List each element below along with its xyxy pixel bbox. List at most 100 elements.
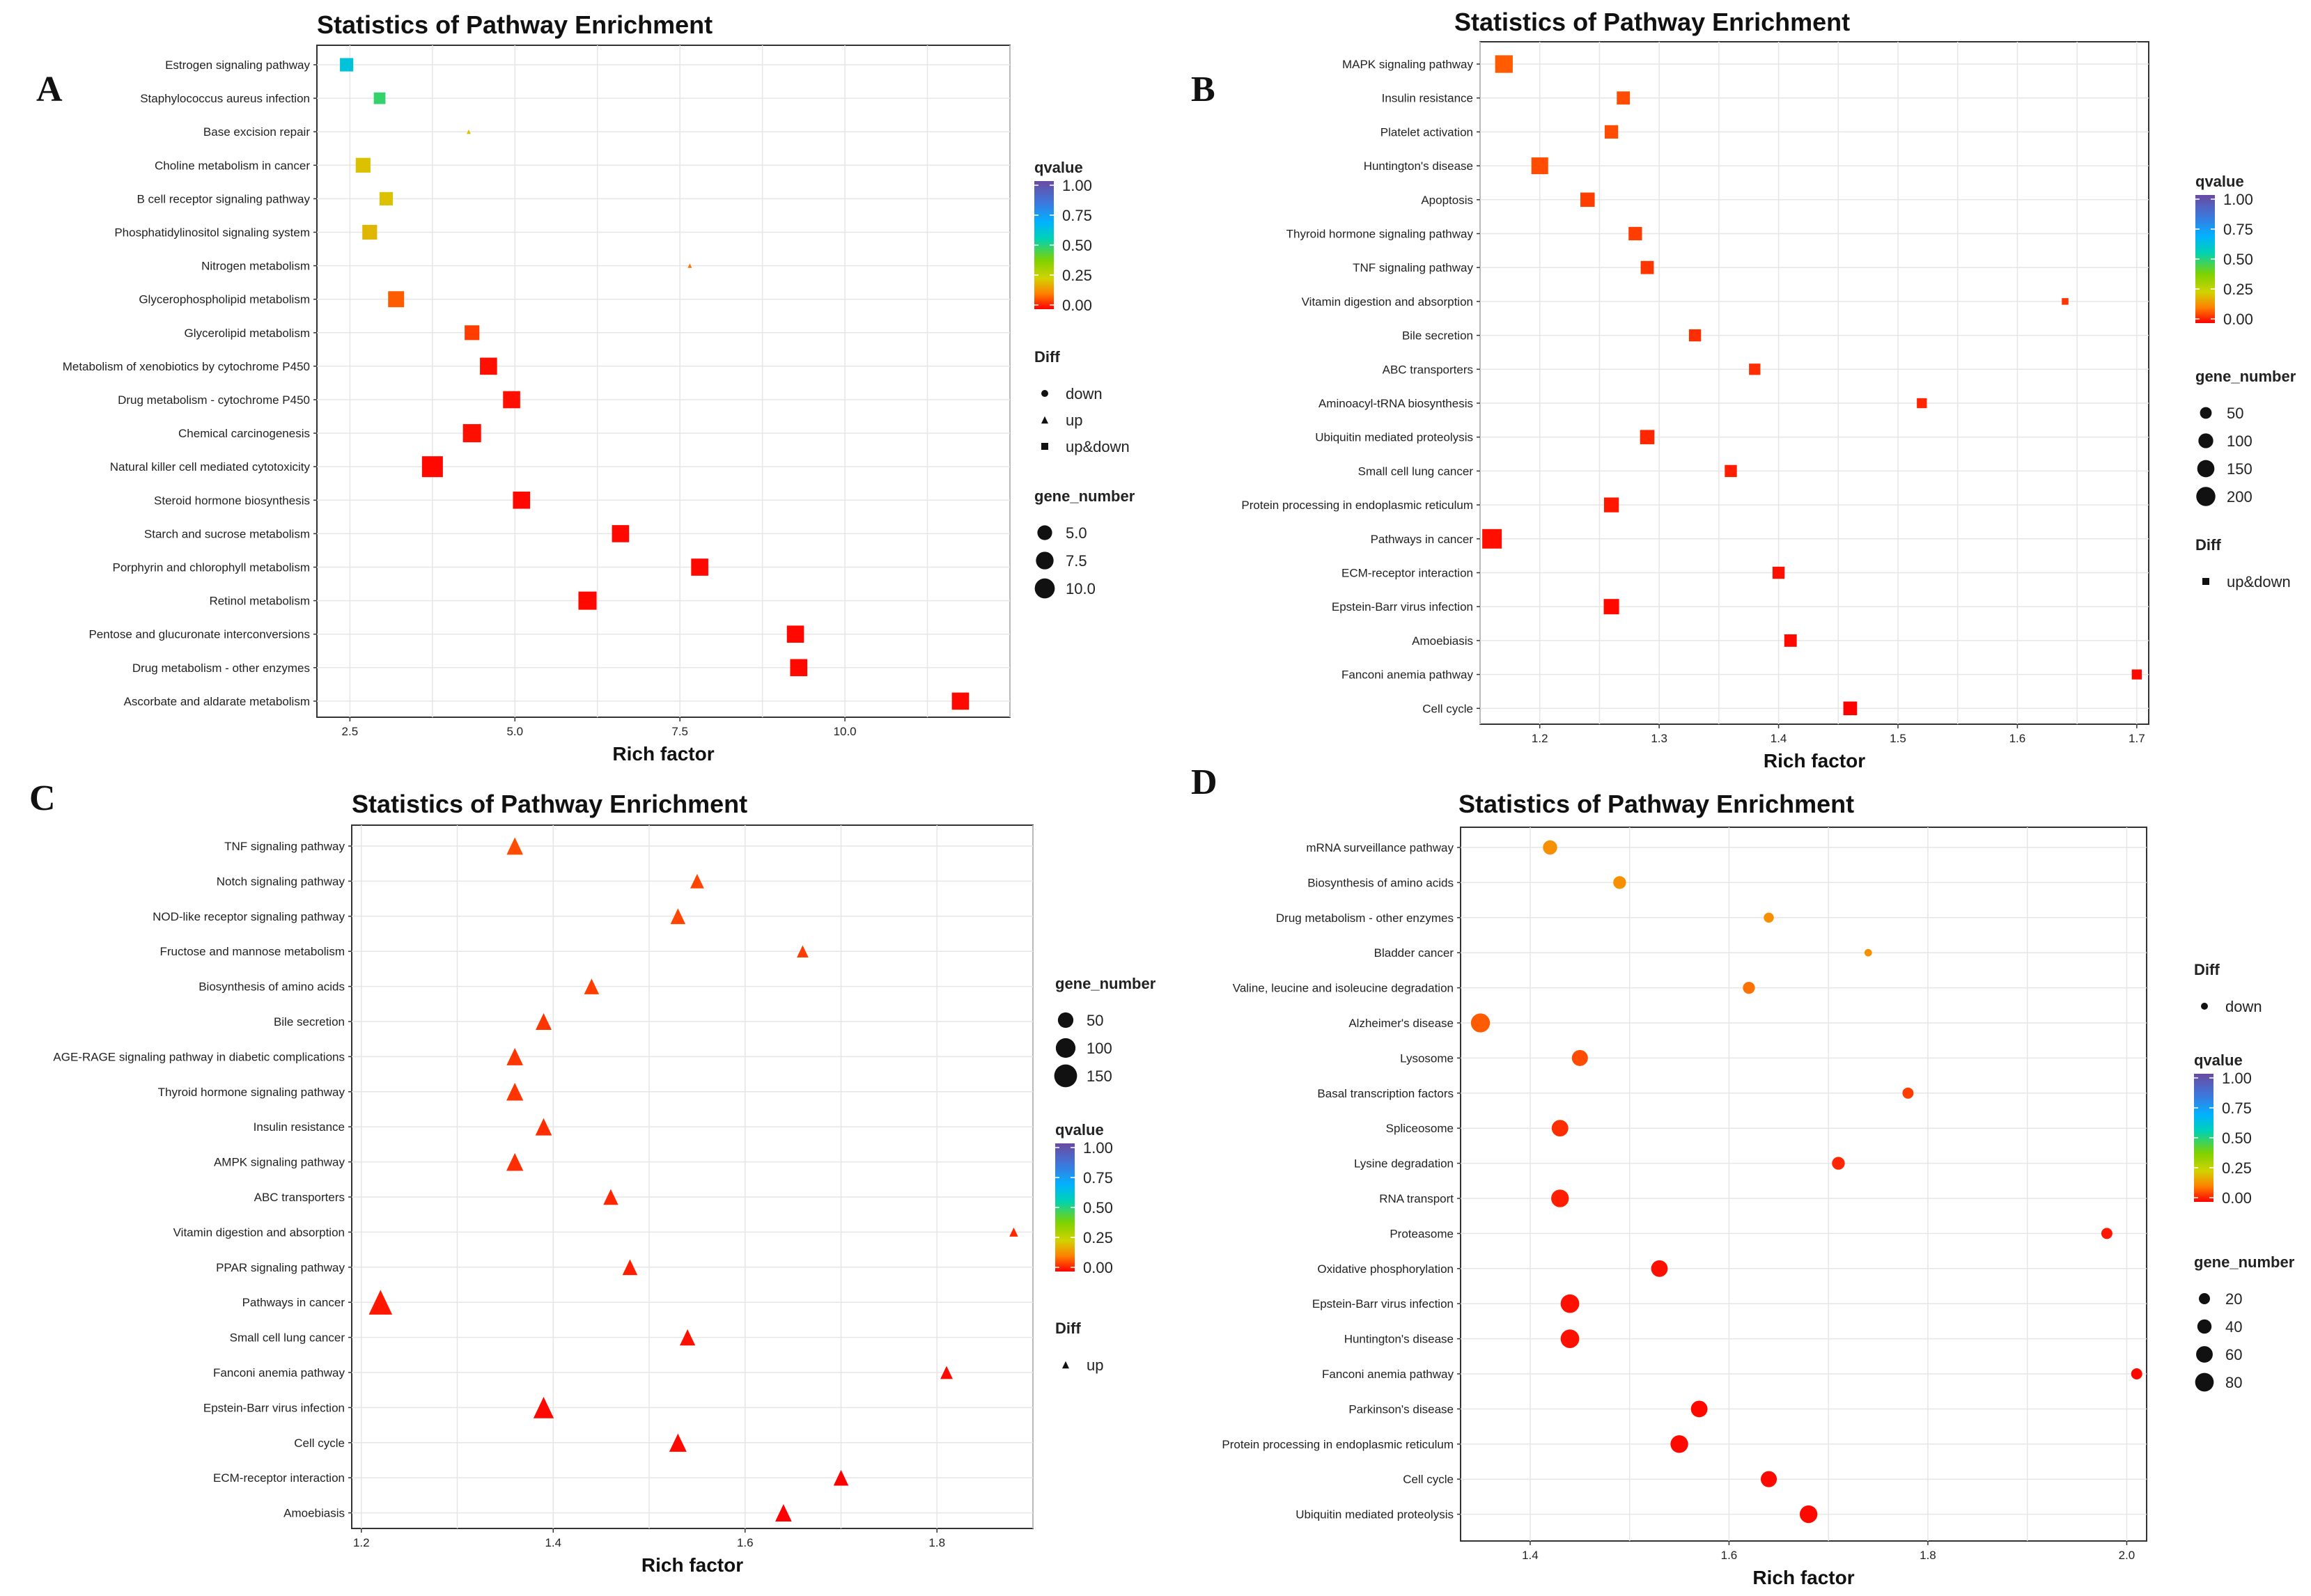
panel-b-y-label: Insulin resistance: [1382, 92, 1473, 105]
panel-d-gene-number-label: 60: [2225, 1346, 2242, 1363]
panel-a-y-label: Nitrogen metabolism: [201, 260, 310, 273]
panel-b-qvalue-label: 0.00: [2223, 311, 2253, 328]
panel-b-y-label: Fanconi anemia pathway: [1341, 668, 1474, 682]
panel-c-y-label: PPAR signaling pathway: [216, 1261, 345, 1274]
panel-b-x-axis-label: Rich factor: [1764, 750, 1865, 772]
panel-c-y-label: Fanconi anemia pathway: [213, 1366, 345, 1379]
panel-d-qvalue-label: 0.50: [2222, 1129, 2252, 1147]
panel-c-y-label: Thyroid hormone signaling pathway: [158, 1086, 345, 1099]
panel-a-y-label: Pentose and glucuronate interconversions: [88, 628, 310, 641]
panel-b: B Statistics of Pathway Enrichment MAPK …: [1191, 8, 2296, 772]
panel-d-gene-number-key: [2197, 1319, 2212, 1334]
panel-c-point: [506, 1047, 523, 1065]
panel-b-point: [1749, 363, 1761, 375]
panel-d-y-label: Drug metabolism - other enzymes: [1276, 912, 1454, 925]
panel-c-point: [669, 1433, 687, 1452]
panel-c-diff-label: up: [1087, 1356, 1103, 1374]
panel-d-diff-key: [2201, 1003, 2208, 1010]
panel-d-qvalue-label: 0.25: [2222, 1159, 2252, 1177]
panel-b-point: [1604, 125, 1619, 139]
panel-c-title: Statistics of Pathway Enrichment: [352, 790, 747, 818]
panel-c-point: [679, 1329, 696, 1346]
panel-b-x-tick-label: 1.5: [1890, 732, 1906, 745]
panel-d-point: [2101, 1228, 2112, 1239]
panel-c-plot: TNF signaling pathway Notch signaling pat…: [53, 824, 1034, 1576]
panel-b-y-label: ECM-receptor interaction: [1341, 567, 1473, 580]
panel-c-point: [1009, 1227, 1018, 1237]
panel-d-title: Statistics of Pathway Enrichment: [1458, 790, 1854, 818]
panel-b-y-label: ABC transporters: [1383, 363, 1473, 376]
panel-b-y-label: Protein processing in endoplasmic reticu…: [1241, 499, 1473, 512]
panel-a-y-label: Chemical carcinogenesis: [178, 427, 310, 440]
panel-d-y-label: Oxidative phosphorylation: [1317, 1262, 1454, 1276]
panel-d-qvalue-label: 0.00: [2222, 1189, 2252, 1207]
panel-c-qvalue-label: 0.00: [1083, 1259, 1113, 1276]
panel-a-y-label: Base excision repair: [203, 125, 310, 139]
panel-c-y-label: Notch signaling pathway: [217, 875, 345, 888]
panel-d-point: [1764, 912, 1774, 923]
panel-a-y-label: Phosphatidylinositol signaling system: [114, 226, 310, 240]
panel-d-x-axis-label: Rich factor: [1752, 1567, 1854, 1588]
panel-c-y-label: Fructose and mannose metabolism: [159, 945, 345, 958]
panel-a-y-label: Staphylococcus aureus infection: [140, 92, 310, 105]
panel-a-plot-area: [316, 45, 1011, 718]
panel-b-point: [1772, 566, 1785, 579]
panel-d-gene-number-title: gene_number: [2194, 1253, 2295, 1271]
panel-b-point: [1603, 497, 1619, 513]
panel-d-point: [1864, 948, 1872, 957]
panel-b-letter: B: [1191, 70, 1215, 109]
panel-b-diff-label: up&down: [2227, 573, 2291, 590]
panel-d-point: [1651, 1260, 1668, 1277]
panel-a-qvalue-label: 0.00: [1062, 297, 1092, 314]
panel-c-point: [536, 1012, 552, 1031]
panel-a-point: [612, 525, 630, 542]
panel-d-gene-number-key: [2199, 1293, 2210, 1304]
panel-b-x-tick-label: 1.2: [1532, 732, 1548, 745]
panel-a-diff-key: [1041, 390, 1048, 397]
panel-a-point: [786, 625, 804, 643]
panel-b-y-label: TNF signaling pathway: [1353, 261, 1473, 274]
panel-d-point: [1832, 1157, 1845, 1170]
panel-a-qvalue-label: 0.25: [1062, 267, 1092, 284]
panel-a-point: [480, 357, 497, 375]
panel-d-point: [2131, 1368, 2142, 1379]
panel-c-qvalue-label: 0.50: [1083, 1199, 1113, 1216]
panel-a-diff-label: down: [1066, 385, 1103, 402]
panel-a-diff-label: up: [1066, 412, 1082, 429]
panel-d-x-tick-label: 2.0: [2119, 1549, 2135, 1562]
panel-d-point: [1670, 1435, 1688, 1453]
panel-b-gene-number-key: [2198, 433, 2213, 448]
panel-d-qvalue-label: 1.00: [2222, 1070, 2252, 1087]
panel-b-point: [1482, 529, 1502, 549]
panel-a-x-axis-label: Rich factor: [612, 743, 714, 765]
panel-a-title: Statistics of Pathway Enrichment: [317, 10, 713, 39]
panel-b-qvalue-title: qvalue: [2195, 173, 2244, 190]
panel-c-y-label: Vitamin digestion and absorption: [173, 1226, 345, 1239]
panel-b-point: [1784, 634, 1797, 647]
panel-b-point: [1688, 329, 1702, 342]
panel-a: A Statistics of Pathway Enrichment Estro…: [36, 10, 1135, 765]
panel-d-y-label: Valine, leucine and isoleucine degradati…: [1233, 982, 1454, 995]
panel-c-point: [584, 978, 600, 994]
panel-b-gene-number-key: [2197, 460, 2215, 478]
panel-a-gene-number-label: 5.0: [1066, 524, 1087, 542]
panel-d-y-label: mRNA surveillance pathway: [1306, 841, 1454, 854]
panel-b-gene-number-key: [2200, 407, 2212, 419]
panel-b-point: [1617, 91, 1631, 105]
panel-a-x-tick-label: 10.0: [834, 725, 857, 738]
panel-d-x-tick-label: 1.6: [1721, 1549, 1738, 1562]
panel-a-qvalue-title: qvalue: [1034, 159, 1083, 176]
panel-c-qvalue-label: 1.00: [1083, 1139, 1113, 1157]
panel-d-y-label: Ubiquitin mediated proteolysis: [1295, 1508, 1454, 1521]
panel-d-diff-title: Diff: [2194, 961, 2220, 978]
panel-d-gene-number-label: 40: [2225, 1318, 2242, 1336]
panel-c-point: [506, 1083, 524, 1101]
panel-c-point: [603, 1189, 618, 1205]
panel-c-y-label: Biosynthesis of amino acids: [199, 980, 345, 994]
panel-c-qvalue-label: 0.75: [1083, 1169, 1113, 1187]
panel-a-y-label: Metabolism of xenobiotics by cytochrome …: [63, 360, 310, 373]
panel-d-gene-number-label: 80: [2225, 1374, 2242, 1391]
panel-c-x-tick-label: 1.4: [545, 1536, 561, 1549]
